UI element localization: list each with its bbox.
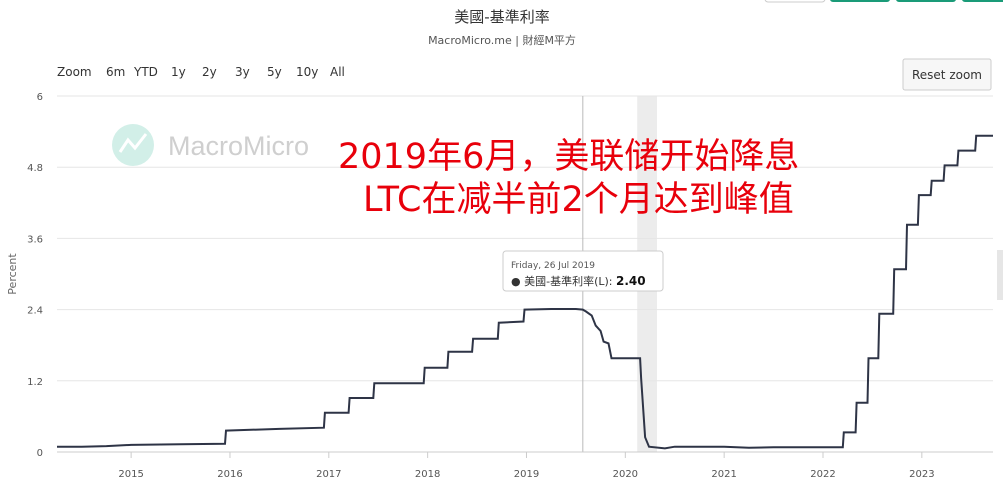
tooltip-date: Friday, 26 Jul 2019 [511,261,595,271]
reset-zoom-frame[interactable] [902,58,992,91]
y-tick-label: 0 [37,448,43,459]
top-button-2[interactable] [830,0,890,2]
watermark-text: MacroMicro [168,131,309,161]
reset-zoom-button[interactable]: Reset zoom [902,58,992,91]
x-axis-ticks: 2015 2016 2017 2018 2019 2020 2021 2022 2023 [118,452,935,480]
y-tick-label: 3.6 [27,234,43,245]
x-tick-label: 2020 [613,469,638,480]
tooltip-row: ● 美國-基準利率(L): 2.40 [511,274,646,288]
range-button-all[interactable]: All [330,65,345,79]
tooltip-series-label: ● 美國-基準利率(L): [511,274,616,288]
x-tick-label: 2019 [514,469,539,480]
tooltip: Friday, 26 Jul 2019 ● 美國-基準利率(L): 2.40 [502,250,664,292]
plot-area: 01.22.43.64.86 2015 2016 2017 2018 2019 2020 2… [6,92,1003,480]
y-tick-label: 6 [37,92,43,103]
x-tick-label: 2015 [118,469,143,480]
top-button-group [764,0,1003,3]
top-button-3[interactable] [896,0,956,2]
y-tick-label: 2.4 [27,306,43,317]
y-axis-label: Percent [6,253,19,295]
x-tick-label: 2021 [711,469,736,480]
macromicro-logo-mark [118,133,148,153]
range-button-10y[interactable]: 10y [296,65,318,79]
annotation-line-1: 2019年6月，美联储开始降息 [338,137,799,177]
range-button-6m[interactable]: 6m [106,65,125,79]
tooltip-box [502,250,664,292]
reset-zoom-label[interactable]: Reset zoom [912,68,982,82]
series-line-us-base-rate[interactable] [57,134,993,450]
range-button-2y[interactable]: 2y [202,65,217,79]
y-tick-label: 4.8 [27,163,43,174]
y-tick-label: 1.2 [27,377,43,388]
x-tick-label: 2016 [217,469,242,480]
top-button-1[interactable] [764,0,826,3]
range-button-1y[interactable]: 1y [171,65,186,79]
range-selector: Zoom 6m YTD 1y 2y 3y 5y 10y All [57,65,345,79]
x-tick-label: 2023 [909,469,934,480]
x-tick-label: 2018 [415,469,440,480]
watermark: MacroMicro [112,124,309,166]
chart-subtitle: MacroMicro.me | 財經M平方 [428,33,576,47]
x-tick-label: 2017 [316,469,341,480]
y-axis-ticks: 0 1.2 2.4 3.6 4.8 6 [27,92,43,459]
right-axis-fragment [997,250,1003,300]
x-tick-label: 2022 [810,469,835,480]
tooltip-value: 2.40 [616,274,646,288]
range-button-3y[interactable]: 3y [235,65,250,79]
annotation-line-2: LTC在减半前2个月达到峰值 [363,180,794,220]
chart-title: 美國-基準利率 [454,8,549,26]
zoom-label: Zoom [57,65,92,79]
range-button-5y[interactable]: 5y [267,65,282,79]
top-button-4[interactable] [962,0,1003,2]
range-button-ytd[interactable]: YTD [133,65,158,79]
